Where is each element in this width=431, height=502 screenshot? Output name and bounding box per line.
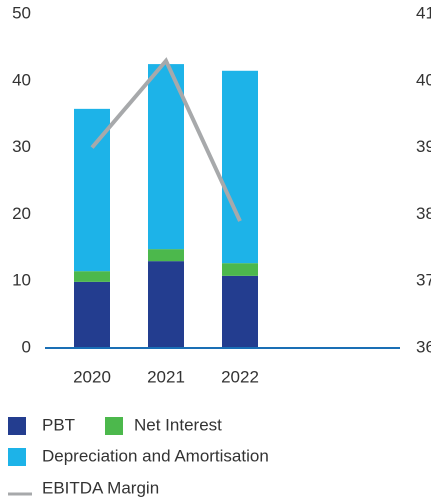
y-tick-label: 10 xyxy=(12,271,31,290)
y2-tick-label: 38 xyxy=(416,204,431,223)
legend-swatch xyxy=(8,448,26,466)
bar-segment xyxy=(74,271,110,282)
legend-label: Depreciation and Amortisation xyxy=(42,446,269,465)
y-tick-label: 40 xyxy=(12,70,31,89)
legend-label: Net Interest xyxy=(134,415,222,434)
bar-segment xyxy=(148,261,184,348)
line-series xyxy=(90,57,242,222)
y-tick-label: 0 xyxy=(22,337,31,356)
bar-segment xyxy=(222,263,258,276)
bar-segment xyxy=(148,64,184,250)
y2-tick-label: 36 xyxy=(416,337,431,356)
x-tick-label: 2021 xyxy=(147,367,185,386)
y2-tick-label: 37 xyxy=(416,271,431,290)
y-tick-label: 50 xyxy=(12,3,31,22)
y-tick-label: 30 xyxy=(12,137,31,156)
legend-label: PBT xyxy=(42,415,75,434)
y-tick-label: 20 xyxy=(12,204,31,223)
bar-segment xyxy=(74,281,110,348)
y2-tick-label: 41 xyxy=(416,3,431,22)
legend-swatch xyxy=(105,417,123,435)
bar-segment xyxy=(222,70,258,264)
bar-segment xyxy=(148,249,184,262)
y2-tick-label: 40 xyxy=(416,70,431,89)
legend-swatch xyxy=(8,417,26,435)
x-tick-label: 2022 xyxy=(221,367,259,386)
y2-tick-label: 39 xyxy=(416,137,431,156)
bar-segment xyxy=(222,275,258,348)
legend-label: EBITDA Margin xyxy=(42,478,159,497)
x-tick-label: 2020 xyxy=(73,367,111,386)
